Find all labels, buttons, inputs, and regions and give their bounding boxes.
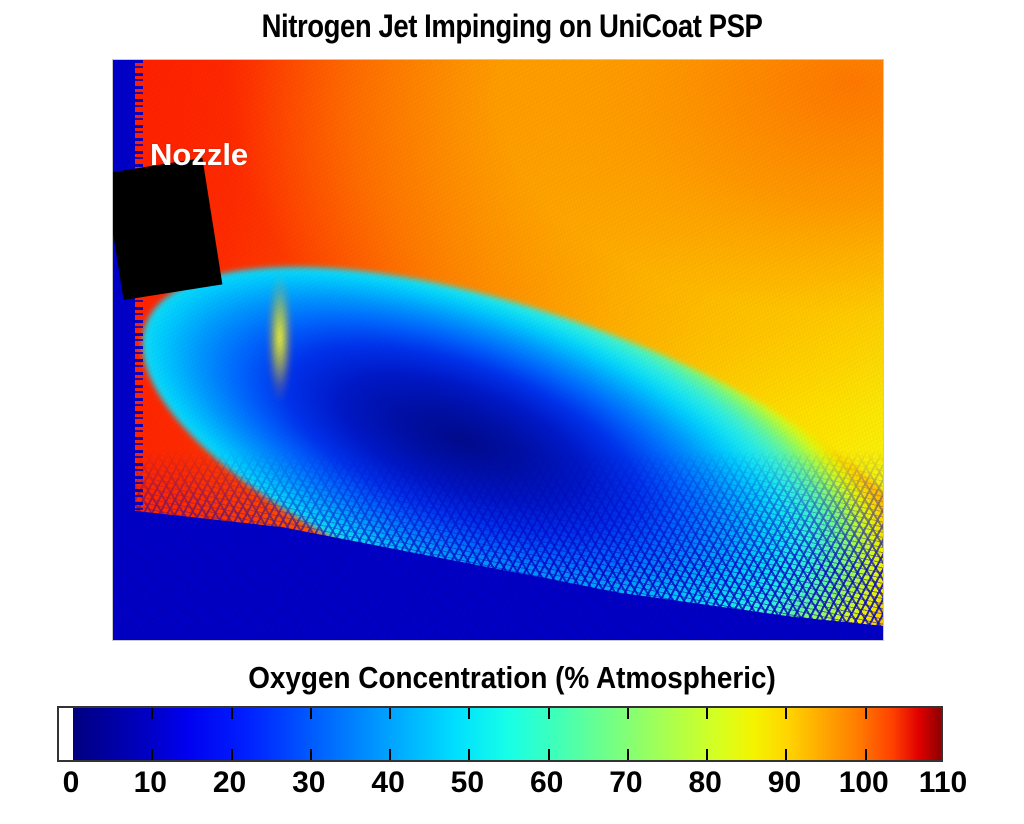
colorbar-tick — [230, 708, 233, 719]
colorbar-tick — [547, 708, 550, 719]
colorbar-tick-label: 100 — [838, 766, 889, 799]
colorbar-tick-label: 60 — [529, 766, 564, 799]
colorbar-title: Oxygen Concentration (% Atmospheric) — [248, 660, 776, 695]
colorbar-tick — [468, 708, 471, 719]
colorbar-tick-label: 90 — [767, 766, 802, 799]
colorbar-tick — [468, 749, 471, 760]
colorbar-tick-label: 70 — [609, 766, 643, 799]
colorbar-tick — [389, 708, 392, 719]
colorbar-tick-label: 40 — [371, 766, 405, 799]
colorbar-tick — [230, 749, 233, 760]
colorbar-tick — [706, 708, 709, 719]
colorbar-tick — [151, 708, 154, 719]
mask-bottom-speckle — [113, 450, 883, 640]
nozzle-label: Nozzle — [150, 137, 249, 172]
psp-image-field: Nozzle — [112, 59, 884, 641]
colorbar-tick-label: 80 — [688, 766, 722, 799]
colorbar-tick — [547, 749, 550, 760]
colorbar-tick — [864, 708, 867, 719]
colorbar-gradient — [73, 708, 941, 760]
colorbar-tick — [706, 749, 709, 760]
colorbar-tick-labels: 0 10 20 30 40 50 60 70 80 90 100 110 — [0, 766, 1024, 812]
page-title: Nitrogen Jet Impinging on UniCoat PSP — [261, 8, 763, 44]
colorbar-tick — [626, 749, 629, 760]
colorbar-tick — [785, 749, 788, 760]
colorbar-tick-label: 30 — [292, 766, 326, 799]
colorbar-tick-label: 50 — [450, 766, 485, 799]
colorbar-tick — [151, 749, 154, 760]
colorbar-tick — [626, 708, 629, 719]
colorbar-tick — [309, 708, 312, 719]
colorbar-tick — [785, 708, 788, 719]
colorbar-box — [57, 706, 943, 762]
colorbar-under-swatch — [59, 708, 73, 760]
colorbar-tick — [389, 749, 392, 760]
colorbar-tick-label: 110 — [918, 766, 968, 799]
colorbar-tick-label: 20 — [212, 766, 247, 799]
colorbar-tick-label: 0 — [62, 766, 80, 799]
colorbar — [57, 706, 943, 762]
colorbar-tick — [309, 749, 312, 760]
colorbar-tick — [864, 749, 867, 760]
nozzle-lip-shear-layer — [263, 258, 473, 448]
ccd-speckle-noise — [113, 60, 883, 640]
colorbar-tick-label: 10 — [133, 766, 167, 799]
colorbar-tickmarks — [59, 708, 941, 760]
